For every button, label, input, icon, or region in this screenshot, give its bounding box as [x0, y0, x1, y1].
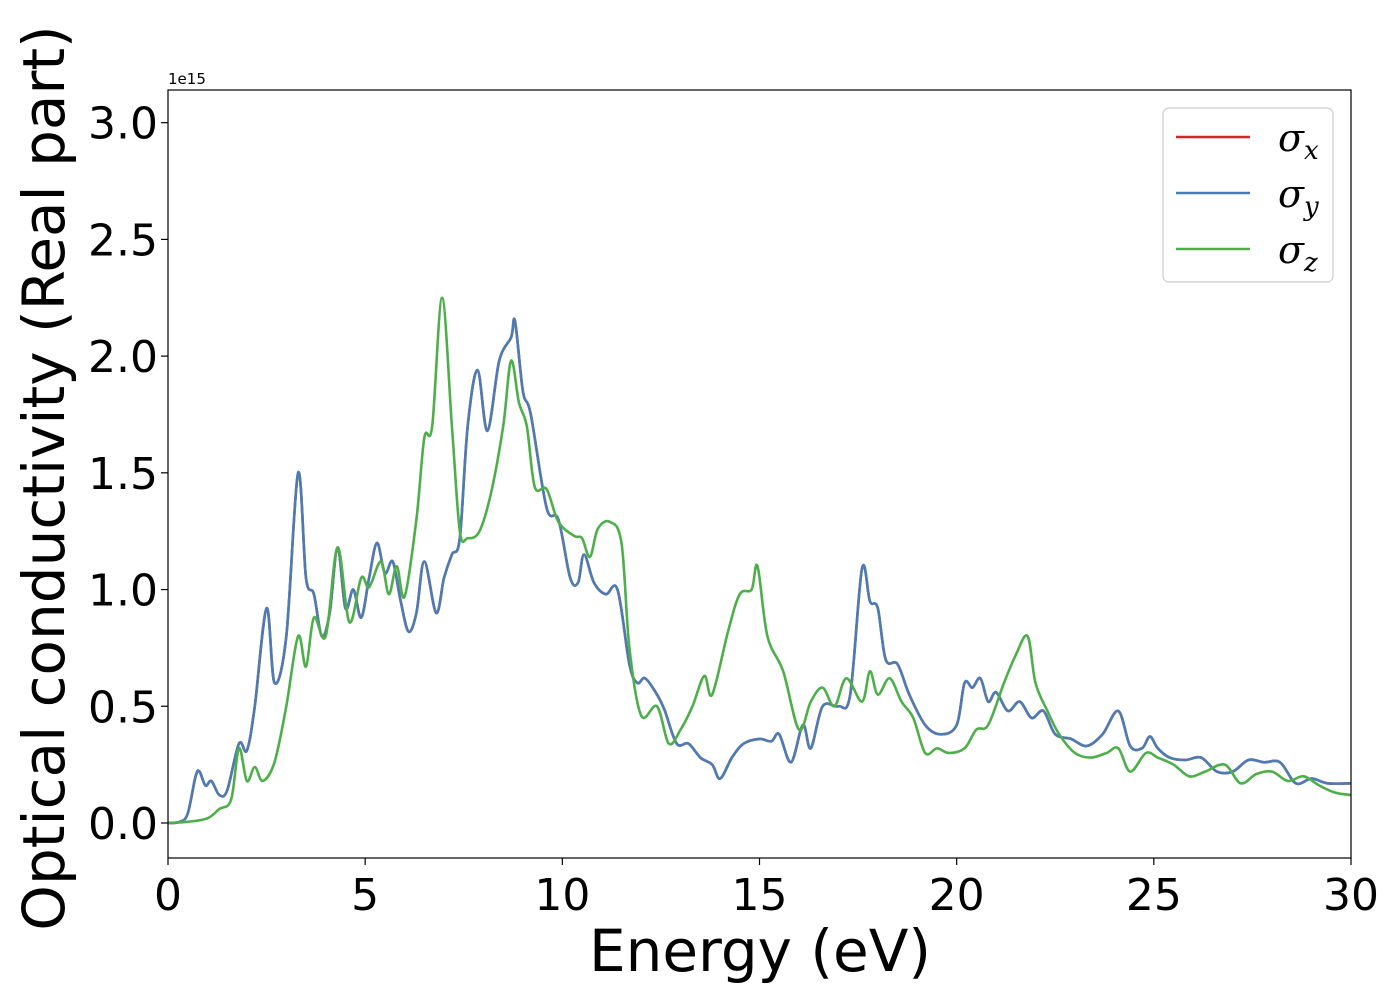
x-tick-label: 0	[154, 870, 182, 921]
x-axis: 0 5 10 15 20 25 30	[154, 858, 1379, 921]
x-tick-label: 20	[929, 870, 985, 921]
x-axis-label: Energy (eV)	[589, 917, 931, 985]
y-axis-label: Optical conductivity (Real part)	[10, 25, 78, 930]
x-tick-label: 30	[1323, 870, 1379, 921]
x-tick-label: 15	[732, 870, 788, 921]
y-offset-text: 1e15	[168, 70, 206, 88]
y-axis: 0.0 0.5 1.0 1.5 2.0 2.5 3.0	[88, 99, 168, 850]
y-tick-label: 2.0	[88, 332, 158, 383]
y-tick-label: 3.0	[88, 99, 158, 150]
y-tick-label: 0.0	[88, 799, 158, 850]
y-tick-label: 0.5	[88, 682, 158, 733]
legend-label-sigma-x: σx	[1278, 116, 1319, 166]
y-tick-label: 1.0	[88, 566, 158, 617]
series-line-sigma-z	[168, 296, 1351, 825]
y-tick-label: 2.5	[88, 215, 158, 266]
x-tick-label: 5	[351, 870, 379, 921]
legend: σx σy σz	[1162, 107, 1334, 283]
x-tick-label: 10	[534, 870, 590, 921]
y-tick-label: 1.5	[88, 449, 158, 500]
legend-label-sigma-y: σy	[1278, 172, 1319, 222]
x-tick-label: 25	[1126, 870, 1182, 921]
legend-box	[1162, 107, 1334, 283]
series-layer	[168, 296, 1351, 825]
legend-label-sigma-z: σz	[1278, 228, 1318, 278]
